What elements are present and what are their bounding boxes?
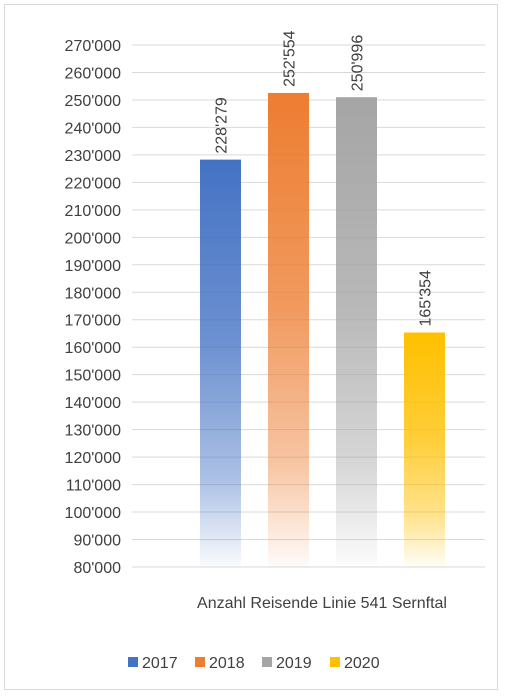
y-tick-label: 130'000 bbox=[65, 423, 122, 440]
legend-swatch-2020 bbox=[330, 657, 340, 667]
y-tick-label: 170'000 bbox=[65, 313, 122, 330]
legend-label-2017: 2017 bbox=[142, 655, 178, 672]
y-tick-label: 230'000 bbox=[65, 148, 122, 165]
y-tick-label: 200'000 bbox=[65, 230, 122, 247]
data-label-2019: 250'996 bbox=[350, 35, 367, 92]
bar-2017 bbox=[200, 159, 241, 567]
data-label-2020: 165'354 bbox=[418, 270, 435, 327]
legend-swatch-2018 bbox=[195, 657, 205, 667]
data-label-2017: 228'279 bbox=[214, 97, 231, 154]
y-tick-label: 250'000 bbox=[65, 93, 122, 110]
bar-2020 bbox=[404, 332, 445, 567]
bar-2019 bbox=[336, 97, 377, 567]
data-label-2018: 252'554 bbox=[282, 30, 299, 87]
bars bbox=[200, 92, 445, 567]
y-tick-label: 160'000 bbox=[65, 340, 122, 357]
y-tick-label: 140'000 bbox=[65, 395, 122, 412]
y-tick-label: 220'000 bbox=[65, 175, 122, 192]
legend: 2017 2018 2019 2020 bbox=[128, 655, 380, 672]
y-tick-label: 240'000 bbox=[65, 120, 122, 137]
y-tick-label: 270'000 bbox=[65, 38, 122, 55]
y-axis-tick-labels: 80'000 90'000 100'000 110'000 120'000 130'000… bbox=[65, 38, 122, 577]
bar-2018 bbox=[268, 92, 309, 567]
legend-label-2018: 2018 bbox=[209, 655, 245, 672]
legend-swatch-2017 bbox=[128, 657, 138, 667]
y-tick-label: 80'000 bbox=[73, 560, 121, 577]
y-tick-label: 210'000 bbox=[65, 203, 122, 220]
y-tick-label: 100'000 bbox=[65, 505, 122, 522]
y-tick-label: 110'000 bbox=[66, 478, 121, 495]
y-tick-label: 150'000 bbox=[65, 368, 122, 385]
data-labels: 228'279 252'554 250'996 165'354 bbox=[214, 30, 435, 326]
legend-label-2020: 2020 bbox=[344, 655, 380, 672]
y-tick-label: 120'000 bbox=[65, 450, 122, 467]
x-axis-label: Anzahl Reisende Linie 541 Sernftal bbox=[197, 595, 447, 612]
y-tick-label: 260'000 bbox=[65, 65, 122, 82]
y-tick-label: 180'000 bbox=[65, 285, 122, 302]
legend-swatch-2019 bbox=[262, 657, 272, 667]
y-tick-label: 90'000 bbox=[73, 533, 121, 550]
y-tick-label: 190'000 bbox=[65, 258, 122, 275]
legend-label-2019: 2019 bbox=[276, 655, 312, 672]
